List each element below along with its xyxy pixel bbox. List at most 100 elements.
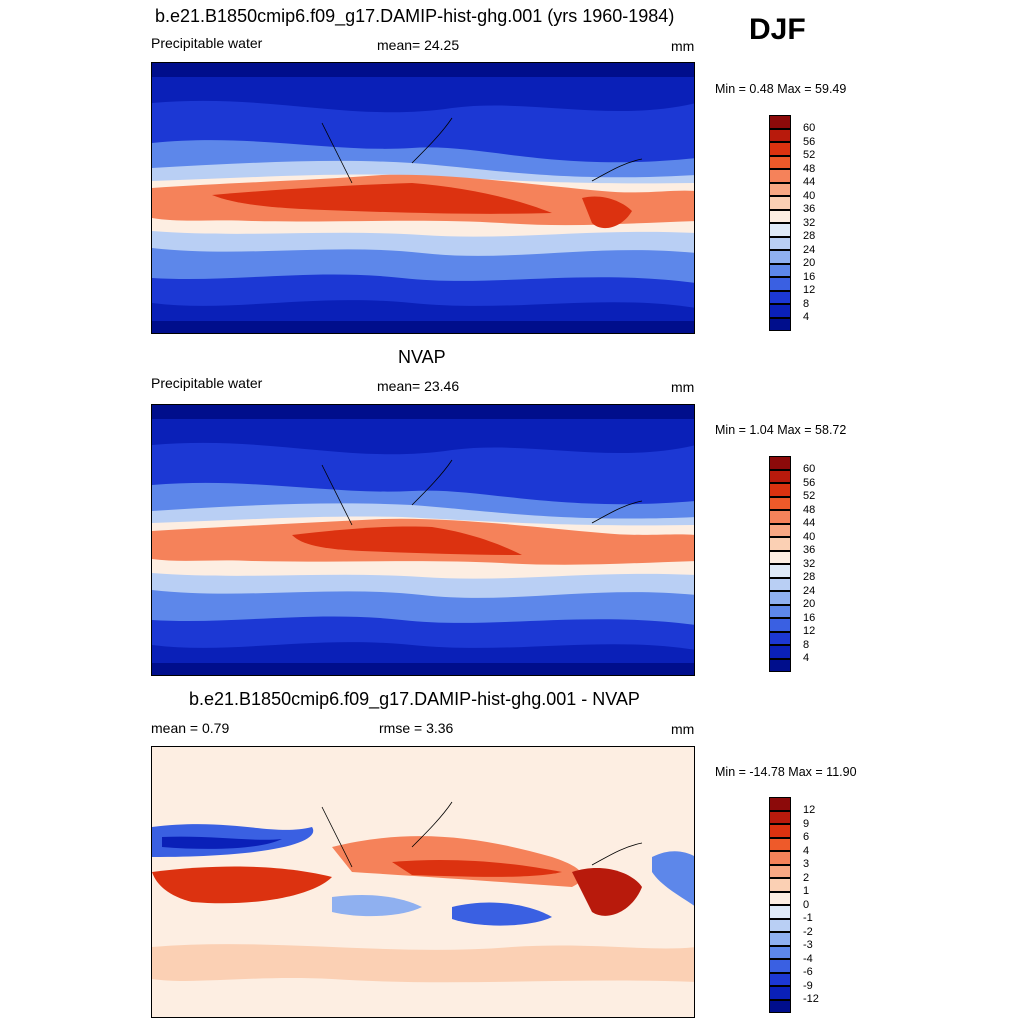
colorbar-swatch	[769, 115, 791, 129]
colorbar-tick-label: -2	[803, 925, 813, 938]
panel-2-map-svg	[152, 405, 694, 675]
colorbar-swatch	[769, 932, 791, 946]
colorbar-tick-label: 48	[803, 503, 816, 516]
colorbar-swatch	[769, 810, 791, 824]
colorbar-tick-label: 40	[803, 189, 816, 202]
season-label: DJF	[749, 13, 806, 46]
colorbar-swatch	[769, 169, 791, 183]
colorbar-swatch	[769, 496, 791, 510]
colorbar-swatch	[769, 999, 791, 1013]
colorbar-swatch	[769, 510, 791, 524]
colorbar-tick-label: 36	[803, 203, 816, 215]
colorbar-tick-label: 40	[803, 530, 816, 543]
panel-3-units-label: mm	[671, 721, 695, 737]
colorbar-swatch	[769, 604, 791, 618]
colorbar-tick-label: -6	[803, 966, 813, 978]
colorbar-tick-label: 4	[803, 652, 810, 664]
colorbar-swatch	[769, 959, 791, 973]
colorbar-swatch	[769, 945, 791, 959]
colorbar-tick-label: 12	[803, 284, 816, 296]
colorbar-swatch	[769, 564, 791, 578]
colorbar-tick-label: 6	[803, 831, 810, 843]
colorbar-tick-label: 24	[803, 584, 816, 597]
colorbar-swatch	[769, 905, 791, 919]
colorbar-swatch	[769, 523, 791, 537]
colorbar-swatch	[769, 196, 791, 210]
colorbar-swatch	[769, 304, 791, 318]
colorbar-tick-label: 8	[803, 297, 810, 310]
colorbar-swatch	[769, 550, 791, 564]
colorbar-tick-label: -4	[803, 952, 813, 965]
colorbar-tick-label: 4	[803, 844, 810, 857]
colorbar-swatch	[769, 290, 791, 304]
panel-2-minmax: Min = 1.04 Max = 58.72	[715, 423, 847, 437]
colorbar-swatch	[769, 986, 791, 1000]
colorbar-swatch	[769, 878, 791, 892]
colorbar-swatch	[769, 797, 791, 811]
colorbar-swatch	[769, 658, 791, 672]
colorbar-tick-label: 16	[803, 611, 816, 624]
colorbar-swatch	[769, 891, 791, 905]
panel-1-minmax: Min = 0.48 Max = 59.49	[715, 82, 847, 96]
colorbar-tick-label: 52	[803, 149, 816, 161]
colorbar-tick-label: 2	[803, 871, 810, 884]
colorbar-swatch	[769, 591, 791, 605]
colorbar-tick-label: 24	[803, 243, 816, 256]
colorbar-tick-label: 44	[803, 176, 816, 188]
colorbar-swatch	[769, 864, 791, 878]
colorbar-tick-label: 0	[803, 898, 810, 911]
colorbar-tick-label: -3	[803, 939, 813, 951]
panel-1-colorbar: 60 56 52 48 44 40 36 32 28 24 20 16 12 8 4	[769, 115, 815, 331]
colorbar-tick-label: 12	[803, 804, 816, 816]
panel-3-mean-label: mean = 0.79	[151, 720, 230, 736]
colorbar-tick-label: 56	[803, 476, 816, 489]
colorbar-swatch	[769, 456, 791, 470]
colorbar-tick-label: 8	[803, 638, 810, 651]
panel-3-map-svg	[152, 747, 694, 1017]
panel-1-units-label: mm	[671, 38, 695, 54]
colorbar-tick-label: 48	[803, 162, 816, 175]
panel-3-map	[151, 746, 695, 1018]
panel-3-rmse-label: rmse = 3.36	[379, 720, 454, 736]
colorbar-swatch	[769, 263, 791, 277]
colorbar-tick-label: 16	[803, 270, 816, 283]
colorbar-swatch	[769, 851, 791, 865]
panel-2-title: NVAP	[398, 347, 446, 367]
colorbar-tick-label: 3	[803, 858, 810, 870]
colorbar-tick-label: 1	[803, 885, 810, 897]
colorbar-tick-label: 60	[803, 463, 816, 475]
panel-2-mean-label: mean= 23.46	[377, 378, 460, 394]
colorbar-swatch	[769, 618, 791, 632]
colorbar-swatch	[769, 182, 791, 196]
colorbar-tick-label: -9	[803, 979, 813, 992]
panel-2-units-label: mm	[671, 379, 695, 395]
panel-1-map-svg	[152, 63, 694, 333]
colorbar-tick-label: 28	[803, 230, 816, 242]
colorbar-tick-label: 32	[803, 216, 816, 229]
panel-2-colorbar: 60 56 52 48 44 40 36 32 28 24 20 16 12 8 4	[769, 456, 815, 672]
colorbar-swatch	[769, 631, 791, 645]
colorbar-tick-label: 12	[803, 625, 816, 637]
colorbar-tick-label: 52	[803, 490, 816, 502]
panel-1-variable-label: Precipitable water	[151, 35, 263, 51]
colorbar-swatch	[769, 824, 791, 838]
colorbar-tick-label: 9	[803, 817, 810, 830]
panel-1-mean-label: mean= 24.25	[377, 37, 460, 53]
colorbar-tick-label: 36	[803, 544, 816, 556]
panel-3-minmax: Min = -14.78 Max = 11.90	[715, 765, 857, 779]
colorbar-swatch	[769, 837, 791, 851]
colorbar-swatch	[769, 209, 791, 223]
colorbar-swatch	[769, 537, 791, 551]
colorbar-tick-label: -1	[803, 912, 813, 924]
colorbar-swatch	[769, 577, 791, 591]
colorbar-tick-label: 4	[803, 311, 810, 323]
colorbar-tick-label: 60	[803, 122, 816, 134]
colorbar-swatch	[769, 250, 791, 264]
colorbar-swatch	[769, 142, 791, 156]
colorbar-tick-label: 56	[803, 135, 816, 148]
panel-3-title: b.e21.B1850cmip6.f09_g17.DAMIP-hist-ghg.…	[189, 689, 640, 709]
colorbar-swatch	[769, 317, 791, 331]
colorbar-tick-label: -12	[803, 993, 819, 1005]
colorbar-swatch	[769, 469, 791, 483]
colorbar-swatch	[769, 236, 791, 250]
